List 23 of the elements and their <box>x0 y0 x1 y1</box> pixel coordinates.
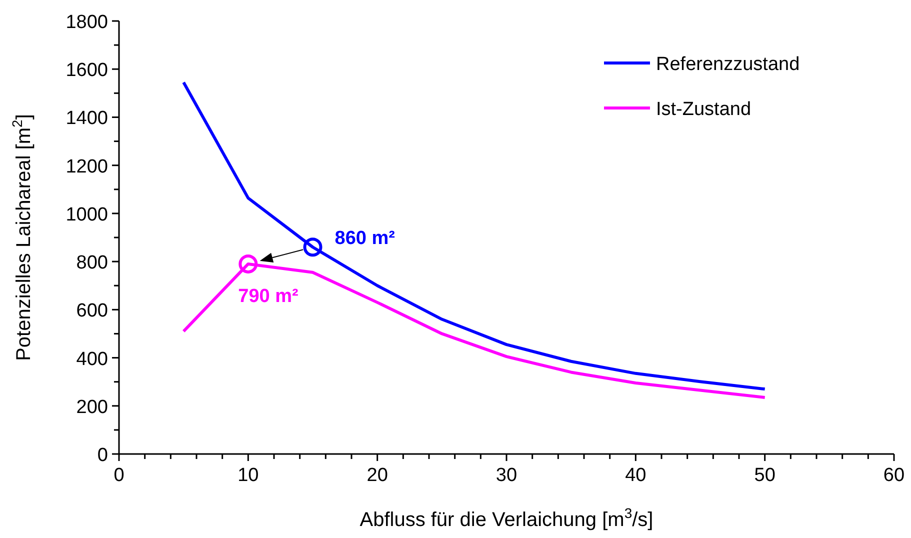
y-tick-label: 1800 <box>66 12 108 33</box>
x-tick-label: 10 <box>238 465 259 486</box>
y-tick-label: 800 <box>76 252 108 274</box>
annotation: 790 m² <box>238 286 298 307</box>
y-tick-label: 600 <box>76 300 108 322</box>
legend-label: Referenzzustand <box>656 54 800 75</box>
x-tick-label: 30 <box>496 465 518 486</box>
y-tick-label: 400 <box>76 348 108 370</box>
x-tick-label: 20 <box>366 465 388 486</box>
x-tick-label: 60 <box>883 465 905 486</box>
y-tick-label: 1400 <box>66 108 108 130</box>
x-axis-title: Abfluss für die Verlaichung [m$^{3}$/s] <box>360 505 654 531</box>
x-tick-label: 50 <box>754 465 776 486</box>
y-tick-label: 0 <box>97 445 108 466</box>
y-tick-label: 1000 <box>66 204 108 226</box>
x-tick-label: 0 <box>114 465 124 486</box>
x-tick-label: 40 <box>625 465 646 486</box>
annotation: 860 m² <box>334 228 395 250</box>
y-tick-label: 1200 <box>66 156 108 178</box>
y-tick-label: 200 <box>76 396 108 418</box>
legend-label: Ist-Zustand <box>656 99 752 120</box>
y-tick-label: 1600 <box>66 60 108 82</box>
line-series <box>182 80 766 391</box>
